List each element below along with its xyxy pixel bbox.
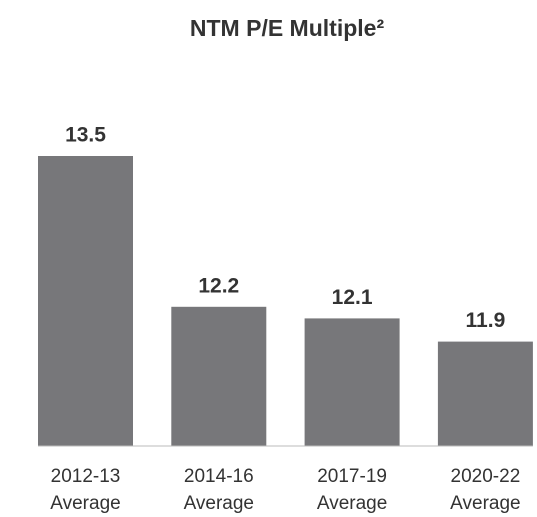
x-tick-label: Average	[450, 493, 520, 514]
x-tick-label: 2012-13	[51, 466, 121, 487]
x-tick-label: Average	[184, 493, 254, 514]
chart-title: NTM P/E Multiple²	[190, 15, 385, 41]
value-label: 13.5	[65, 124, 106, 147]
bar	[437, 341, 533, 446]
x-tick-label: 2020-22	[451, 466, 521, 487]
x-tick-label: 2014-16	[184, 466, 254, 487]
bar	[38, 156, 133, 446]
x-tick-label: Average	[50, 493, 120, 514]
x-tick-label: Average	[317, 493, 387, 514]
bar	[171, 306, 267, 446]
x-tick-label: 2017-19	[317, 466, 387, 487]
value-label: 12.2	[198, 274, 239, 297]
value-label: 12.1	[332, 286, 373, 309]
value-label: 11.9	[466, 309, 506, 332]
bar	[304, 318, 400, 446]
